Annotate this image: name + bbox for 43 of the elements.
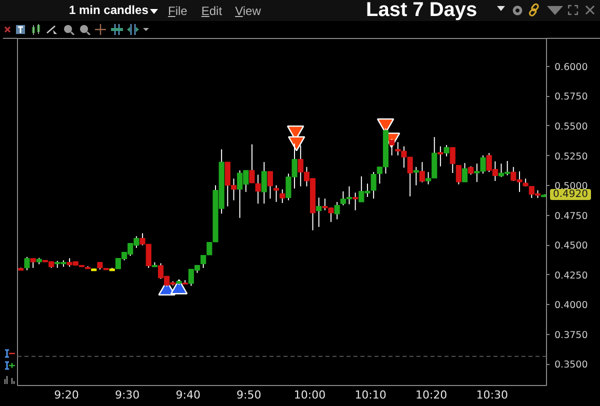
y-tick-label: 0.5500 <box>554 121 588 132</box>
candlestick <box>334 201 340 220</box>
y-tick-label: 0.3750 <box>554 330 588 341</box>
candlestick <box>450 146 456 174</box>
candlestick <box>24 256 30 271</box>
candlestick <box>462 162 468 182</box>
chart-title: Last 7 Days <box>366 0 478 22</box>
candlestick <box>316 197 322 228</box>
x-tick-label: 9:40 <box>176 388 200 402</box>
candlestick <box>444 144 450 157</box>
candlestick <box>273 184 280 202</box>
chart-subtitle: 1 min candles <box>69 3 148 17</box>
x-tick-label: 10:20 <box>415 388 448 402</box>
text: Edit <box>201 4 222 18</box>
x-tick-label: 9:30 <box>114 388 140 402</box>
x-tick-label: 10:10 <box>354 388 386 402</box>
y-tick-label: 0.3500 <box>554 360 588 371</box>
candlestick <box>352 192 358 211</box>
candlestick <box>413 166 419 186</box>
y-tick-label: 0.5750 <box>554 92 588 103</box>
candlestick <box>255 174 261 204</box>
y-tick-label: 0.6000 <box>554 62 588 73</box>
candlestick <box>267 170 273 200</box>
candlestick <box>438 146 444 167</box>
y-tick-label: 0.4000 <box>554 300 588 312</box>
y-tick-label: 0.5250 <box>554 151 588 162</box>
text: View <box>235 4 261 18</box>
x-tick-label: 10:30 <box>476 388 508 402</box>
candlestick <box>249 144 255 184</box>
y-tick-label: 0.4500 <box>554 240 588 252</box>
x-tick-label: 10:00 <box>294 388 326 402</box>
candlestick <box>280 188 286 204</box>
y-tick-label: 0.4750 <box>554 210 588 222</box>
candlestick <box>419 162 425 183</box>
x-tick-label: 9:20 <box>54 388 79 402</box>
candlestick <box>456 164 462 185</box>
candlestick <box>261 162 267 204</box>
candlestick <box>30 258 36 268</box>
text: File <box>168 4 188 18</box>
x-tick-label: 9:50 <box>236 388 262 402</box>
candlestick <box>200 254 206 268</box>
y-tick-label: 0.4250 <box>554 270 588 282</box>
candlestick <box>370 172 376 200</box>
